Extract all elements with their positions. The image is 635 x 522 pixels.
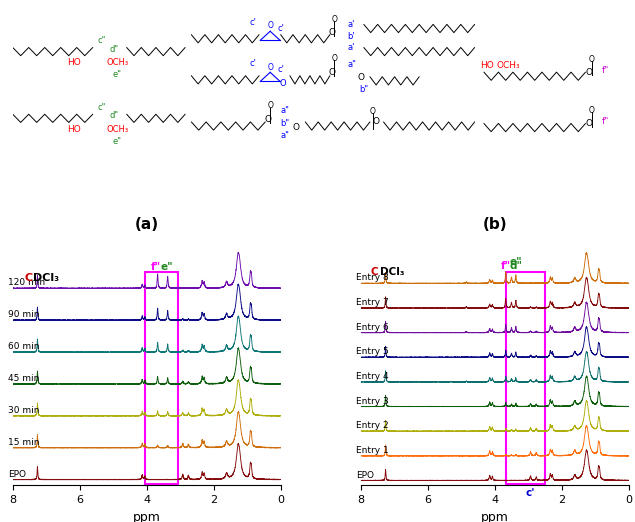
Text: O: O — [328, 68, 335, 77]
Text: Entry 7: Entry 7 — [356, 298, 389, 307]
Text: OCH₃: OCH₃ — [497, 62, 520, 70]
X-axis label: ppm: ppm — [133, 511, 161, 522]
Text: O: O — [267, 101, 273, 110]
Text: e": e" — [161, 262, 173, 272]
Text: HO: HO — [67, 58, 81, 67]
Text: O: O — [585, 119, 592, 128]
Text: EPO: EPO — [8, 469, 25, 479]
Text: O: O — [267, 63, 273, 72]
Text: O: O — [331, 15, 337, 24]
Text: 15 min: 15 min — [8, 437, 39, 447]
Text: 60 min: 60 min — [8, 342, 39, 351]
X-axis label: ppm: ppm — [481, 511, 509, 522]
Text: Entry 8: Entry 8 — [356, 274, 389, 282]
Text: Entry 3: Entry 3 — [356, 397, 389, 406]
Text: d": d" — [110, 44, 119, 54]
Text: c': c' — [250, 59, 257, 68]
Bar — [507, 272, 545, 484]
Text: f": f" — [150, 262, 161, 272]
Text: b": b" — [281, 119, 290, 128]
Text: O: O — [267, 21, 273, 30]
Text: DCl₃: DCl₃ — [33, 273, 59, 283]
Text: c": c" — [98, 102, 106, 112]
Text: a': a' — [348, 43, 355, 53]
Text: O: O — [293, 123, 300, 132]
Text: a': a' — [348, 20, 355, 29]
Text: O: O — [358, 73, 364, 82]
Text: EPO: EPO — [356, 470, 374, 480]
Text: C: C — [371, 267, 378, 277]
Text: O: O — [585, 68, 592, 77]
Text: c': c' — [525, 488, 535, 498]
Text: Entry 4: Entry 4 — [356, 372, 389, 381]
Text: OCH₃: OCH₃ — [106, 125, 128, 134]
Text: c': c' — [250, 18, 257, 27]
Text: (a): (a) — [135, 217, 159, 232]
Text: a": a" — [347, 60, 356, 69]
Text: a": a" — [281, 106, 290, 115]
Text: e": e" — [509, 257, 522, 267]
Text: b': b' — [347, 32, 356, 41]
Text: 30 min: 30 min — [8, 406, 39, 415]
Text: 120 min: 120 min — [8, 278, 45, 287]
Text: 45 min: 45 min — [8, 374, 39, 383]
Text: DCl₃: DCl₃ — [380, 267, 404, 277]
Text: Entry 2: Entry 2 — [356, 421, 389, 430]
Text: OCH₃: OCH₃ — [106, 58, 128, 67]
Text: f": f" — [601, 66, 609, 75]
Text: O: O — [370, 107, 376, 116]
Text: O: O — [328, 28, 335, 37]
Text: HO: HO — [480, 62, 494, 70]
Text: e": e" — [113, 137, 122, 146]
Text: f": f" — [500, 260, 511, 270]
Text: O: O — [331, 54, 337, 63]
Bar — [145, 272, 178, 484]
Text: d": d" — [110, 111, 119, 120]
Text: Entry 5: Entry 5 — [356, 347, 389, 357]
Text: d": d" — [509, 260, 523, 270]
Text: Entry 6: Entry 6 — [356, 323, 389, 331]
Text: Entry 1: Entry 1 — [356, 446, 389, 455]
Text: HO: HO — [67, 125, 81, 134]
Text: O: O — [373, 117, 380, 126]
Text: O: O — [279, 79, 286, 88]
Text: c": c" — [98, 36, 106, 45]
Text: O: O — [589, 106, 594, 115]
Text: e": e" — [113, 70, 122, 79]
Text: f": f" — [601, 117, 609, 126]
Text: b": b" — [359, 85, 368, 93]
Text: c': c' — [277, 24, 284, 33]
Text: 90 min: 90 min — [8, 310, 39, 319]
Text: O: O — [265, 115, 272, 124]
Text: (b): (b) — [483, 217, 507, 232]
Text: c': c' — [277, 65, 284, 74]
Text: O: O — [589, 55, 594, 64]
Text: C: C — [24, 273, 32, 283]
Text: a": a" — [281, 131, 290, 140]
